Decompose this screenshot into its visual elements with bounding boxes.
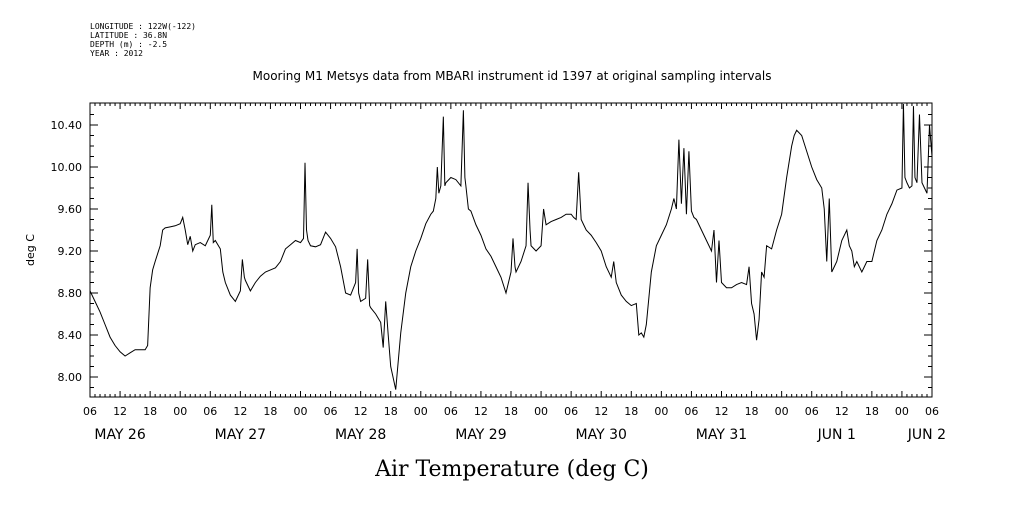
x-tick-label: 18 — [504, 405, 518, 418]
x-day-label: JUN 2 — [907, 427, 946, 443]
x-tick-label: 00 — [895, 405, 909, 418]
y-tick-label: 9.60 — [58, 203, 83, 216]
y-tick-label: 8.80 — [58, 287, 83, 300]
chart-title: Mooring M1 Metsys data from MBARI instru… — [253, 69, 772, 83]
x-tick-label: 12 — [354, 405, 368, 418]
x-tick-label: 00 — [775, 405, 789, 418]
x-tick-label: 06 — [684, 405, 698, 418]
series-line — [89, 103, 933, 390]
x-tick-label: 00 — [654, 405, 668, 418]
x-day-label: MAY 27 — [215, 427, 266, 443]
y-tick-label: 8.00 — [58, 371, 83, 384]
year-label: YEAR : 2012 — [90, 49, 143, 58]
x-day-label: MAY 30 — [576, 427, 627, 443]
x-tick-label: 06 — [444, 405, 458, 418]
longitude-label: LONGITUDE : 122W(-122) — [90, 22, 196, 31]
x-tick-label: 18 — [263, 405, 277, 418]
x-tick-label: 06 — [324, 405, 338, 418]
x-hour-labels: 06 12 18 00 06 12 18 00 06 12 18 00 06 12 18 00 06 12 18 00… — [83, 405, 939, 418]
x-day-label: JUN 1 — [817, 427, 856, 443]
y-tick-label: 8.40 — [58, 329, 83, 342]
x-tick-label: 12 — [474, 405, 488, 418]
y-tick-labels: 8.00 8.40 8.80 9.20 9.60 10.00 10.40 — [51, 119, 83, 384]
depth-label: DEPTH (m) : -2.5 — [90, 40, 167, 49]
y-tick-label: 9.20 — [58, 245, 83, 258]
x-tick-label: 06 — [925, 405, 939, 418]
x-tick-label: 12 — [715, 405, 729, 418]
x-day-label: MAY 28 — [335, 427, 386, 443]
x-tick-label: 18 — [624, 405, 638, 418]
tick-marks — [89, 103, 933, 397]
x-tick-label: 12 — [594, 405, 608, 418]
x-tick-label: 06 — [564, 405, 578, 418]
x-tick-label: 00 — [414, 405, 428, 418]
x-day-label: MAY 26 — [94, 427, 145, 443]
x-tick-label: 18 — [143, 405, 157, 418]
y-tick-label: 10.40 — [51, 119, 83, 132]
y-tick-label: 10.00 — [51, 161, 83, 174]
x-day-label: MAY 29 — [455, 427, 506, 443]
x-tick-label: 06 — [203, 405, 217, 418]
x-tick-label: 00 — [534, 405, 548, 418]
x-tick-label: 18 — [745, 405, 759, 418]
x-day-labels: MAY 26 MAY 27 MAY 28 MAY 29 MAY 30 MAY 31 JUN … — [94, 427, 946, 443]
x-tick-label: 18 — [865, 405, 879, 418]
x-tick-label: 00 — [294, 405, 308, 418]
x-tick-label: 06 — [83, 405, 97, 418]
y-axis-label: deg C — [24, 234, 37, 266]
latitude-label: LATITUDE : 36.8N — [90, 31, 167, 40]
x-tick-label: 12 — [113, 405, 127, 418]
x-axis-label: Air Temperature (deg C) — [374, 457, 649, 482]
x-day-label: MAY 31 — [696, 427, 747, 443]
x-tick-label: 18 — [384, 405, 398, 418]
x-tick-label: 12 — [835, 405, 849, 418]
x-tick-label: 12 — [233, 405, 247, 418]
x-tick-label: 00 — [173, 405, 187, 418]
x-tick-label: 06 — [805, 405, 819, 418]
